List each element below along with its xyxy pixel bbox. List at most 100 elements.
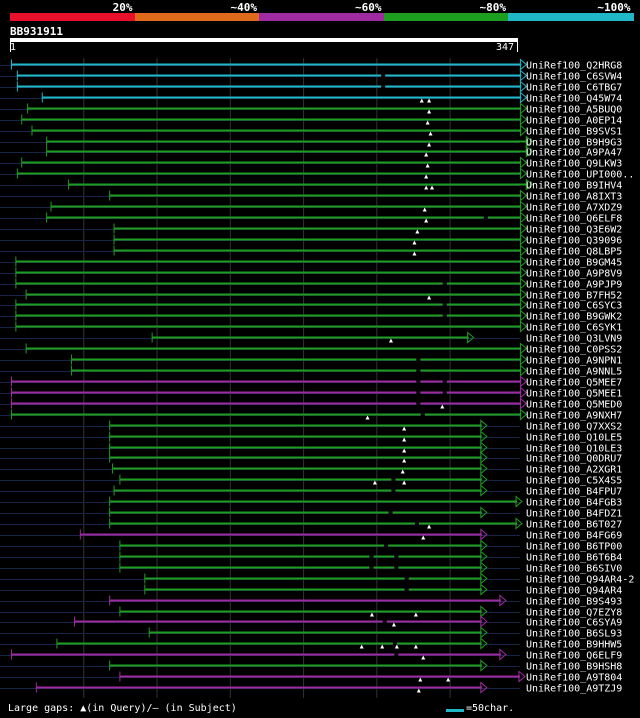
hit-label[interactable]: UniRef100_B9IHV4	[526, 181, 622, 192]
hit-label[interactable]: UniRef100_B9GM45	[526, 258, 622, 269]
hit-label[interactable]: UniRef100_Q94AR4-2	[526, 575, 634, 586]
hit-label[interactable]: UniRef100_A9TZJ9	[526, 684, 622, 695]
subject-gap	[394, 555, 399, 558]
hit-end-arrow	[519, 233, 528, 246]
hit-label[interactable]: UniRef100_C6SYC3	[526, 301, 622, 312]
query-gap-marker	[365, 415, 370, 420]
query-gap-marker	[440, 404, 445, 409]
hit-label[interactable]: UniRef100_A7XDZ9	[526, 203, 622, 214]
hit-label[interactable]: UniRef100_A0EP14	[526, 116, 622, 127]
hit-label[interactable]: UniRef100_B9SVS1	[526, 127, 622, 138]
hit-label[interactable]: UniRef100_C0PSS2	[526, 345, 622, 356]
hit-label[interactable]: UniRef100_B6T6B4	[526, 553, 622, 564]
query-gap-marker	[425, 120, 430, 125]
hit-label[interactable]: UniRef100_Q5MEE1	[526, 389, 622, 400]
hit-label[interactable]: UniRef100_B9HSH8	[526, 662, 622, 673]
hit-label[interactable]: UniRef100_Q2HRG8	[526, 61, 622, 72]
hit-label[interactable]: UniRef100_A9PA47	[526, 148, 622, 159]
hit-label[interactable]: UniRef100_A9NXH7	[526, 411, 622, 422]
legend-segment-0	[10, 13, 136, 21]
query-gap-marker	[419, 98, 424, 103]
hit-label[interactable]: UniRef100_A5BUQ0	[526, 105, 622, 116]
hit-label[interactable]: UniRef100_Q6ELF8	[526, 214, 622, 225]
hit-label[interactable]: UniRef100_A9P8V9	[526, 269, 622, 280]
hit-label[interactable]: UniRef100_A9NPN1	[526, 356, 622, 367]
query-gap-marker	[369, 612, 374, 617]
subject-gap	[416, 380, 421, 383]
hit-label[interactable]: UniRef100_B4FPU7	[526, 487, 622, 498]
hit-label[interactable]: UniRef100_A9PJP9	[526, 280, 622, 291]
hit-label[interactable]: UniRef100_A2XGR1	[526, 465, 622, 476]
legend-segment-4	[508, 13, 634, 21]
subject-gap	[391, 478, 396, 481]
hit-label[interactable]: UniRef100_B6TP00	[526, 542, 622, 553]
hit-end-arrow	[467, 331, 475, 344]
hit-label[interactable]: UniRef100_Q5MEE7	[526, 378, 622, 389]
hit-end-arrow	[480, 462, 488, 475]
query-gap-marker	[427, 109, 432, 114]
query-gap-marker	[421, 535, 426, 540]
hit-end-arrow	[480, 605, 488, 618]
query-gap-marker	[380, 644, 385, 649]
subject-gap	[394, 653, 399, 656]
alignment-hit-graph: UniRef100_Q2HRG8UniRef100_C6SVW4UniRef10…	[0, 58, 634, 698]
hit-label[interactable]: UniRef100_B4FDZ1	[526, 509, 622, 520]
hit-label[interactable]: UniRef100_Q39096	[526, 236, 622, 247]
hit-label[interactable]: UniRef100_Q3E6W2	[526, 225, 622, 236]
hit-label[interactable]: UniRef100_Q10LE5	[526, 433, 622, 444]
hit-end-arrow	[480, 539, 488, 552]
hit-label[interactable]: UniRef100_Q3LVN9	[526, 334, 622, 345]
hit-label[interactable]: UniRef100_B6SL93	[526, 629, 622, 640]
subject-gap	[391, 489, 396, 492]
subject-gap	[381, 74, 386, 77]
hit-end-arrow	[519, 222, 528, 235]
hit-end-arrow	[519, 69, 528, 82]
hit-label[interactable]: UniRef100_Q45W74	[526, 94, 622, 105]
hit-label[interactable]: UniRef100_Q0DRU7	[526, 454, 622, 465]
hit-end-arrow	[480, 659, 488, 672]
hit-label[interactable]: UniRef100_Q10LE3	[526, 444, 622, 455]
hit-label[interactable]: UniRef100_B9H9G3	[526, 138, 622, 149]
hit-label[interactable]: UniRef100_Q7XXS2	[526, 422, 622, 433]
hit-label[interactable]: UniRef100_B9GWK2	[526, 312, 622, 323]
query-gap-marker	[402, 426, 407, 431]
query-gap-marker	[391, 622, 396, 627]
hit-label[interactable]: UniRef100_A9T804	[526, 673, 622, 684]
hit-label[interactable]: UniRef100_Q9LKW3	[526, 159, 622, 170]
query-gap-marker	[424, 152, 429, 157]
subject-gap	[382, 620, 387, 623]
hit-label[interactable]: UniRef100_UPI000..	[526, 170, 634, 181]
hit-label[interactable]: UniRef100_C5X4S5	[526, 476, 622, 487]
hit-label[interactable]: UniRef100_C6TBG7	[526, 83, 622, 94]
query-gap-marker	[402, 448, 407, 453]
query-gap-marker	[359, 644, 364, 649]
hit-end-arrow	[519, 375, 528, 388]
hit-label[interactable]: UniRef100_C6SVW4	[526, 72, 622, 83]
hit-end-arrow	[525, 178, 534, 191]
hit-label[interactable]: UniRef100_Q7EZY8	[526, 608, 622, 619]
hit-label[interactable]: UniRef100_B7FH52	[526, 291, 622, 302]
hit-label[interactable]: UniRef100_A9NNL5	[526, 367, 622, 378]
hit-label[interactable]: UniRef100_B9HHW5	[526, 640, 622, 651]
hit-label[interactable]: UniRef100_B6SIV0	[526, 564, 622, 575]
hit-label[interactable]: UniRef100_C6SYA9	[526, 618, 622, 629]
hit-label[interactable]: UniRef100_Q94AR4	[526, 586, 622, 597]
hit-label[interactable]: UniRef100_Q5MED0	[526, 400, 622, 411]
hit-end-arrow	[519, 80, 528, 93]
hit-end-arrow	[480, 473, 488, 486]
hit-label[interactable]: UniRef100_B4FGB3	[526, 498, 622, 509]
hit-end-arrow	[480, 550, 488, 563]
subject-gap	[420, 413, 425, 416]
query-gap-marker	[446, 677, 451, 682]
hit-label[interactable]: UniRef100_B4FG69	[526, 531, 622, 542]
ruler-start-tick	[10, 42, 11, 52]
hit-label[interactable]: UniRef100_B9S493	[526, 597, 622, 608]
hit-label[interactable]: UniRef100_Q8LBP5	[526, 247, 622, 258]
hit-label[interactable]: UniRef100_A8IXT3	[526, 192, 622, 203]
hit-label[interactable]: UniRef100_C6SYK1	[526, 323, 622, 334]
query-gap-marker	[424, 174, 429, 179]
subject-gap	[442, 391, 447, 394]
ruler-end-label: 347	[496, 42, 515, 53]
hit-label[interactable]: UniRef100_B6T027	[526, 520, 622, 531]
hit-label[interactable]: UniRef100_Q6ELF9	[526, 651, 622, 662]
